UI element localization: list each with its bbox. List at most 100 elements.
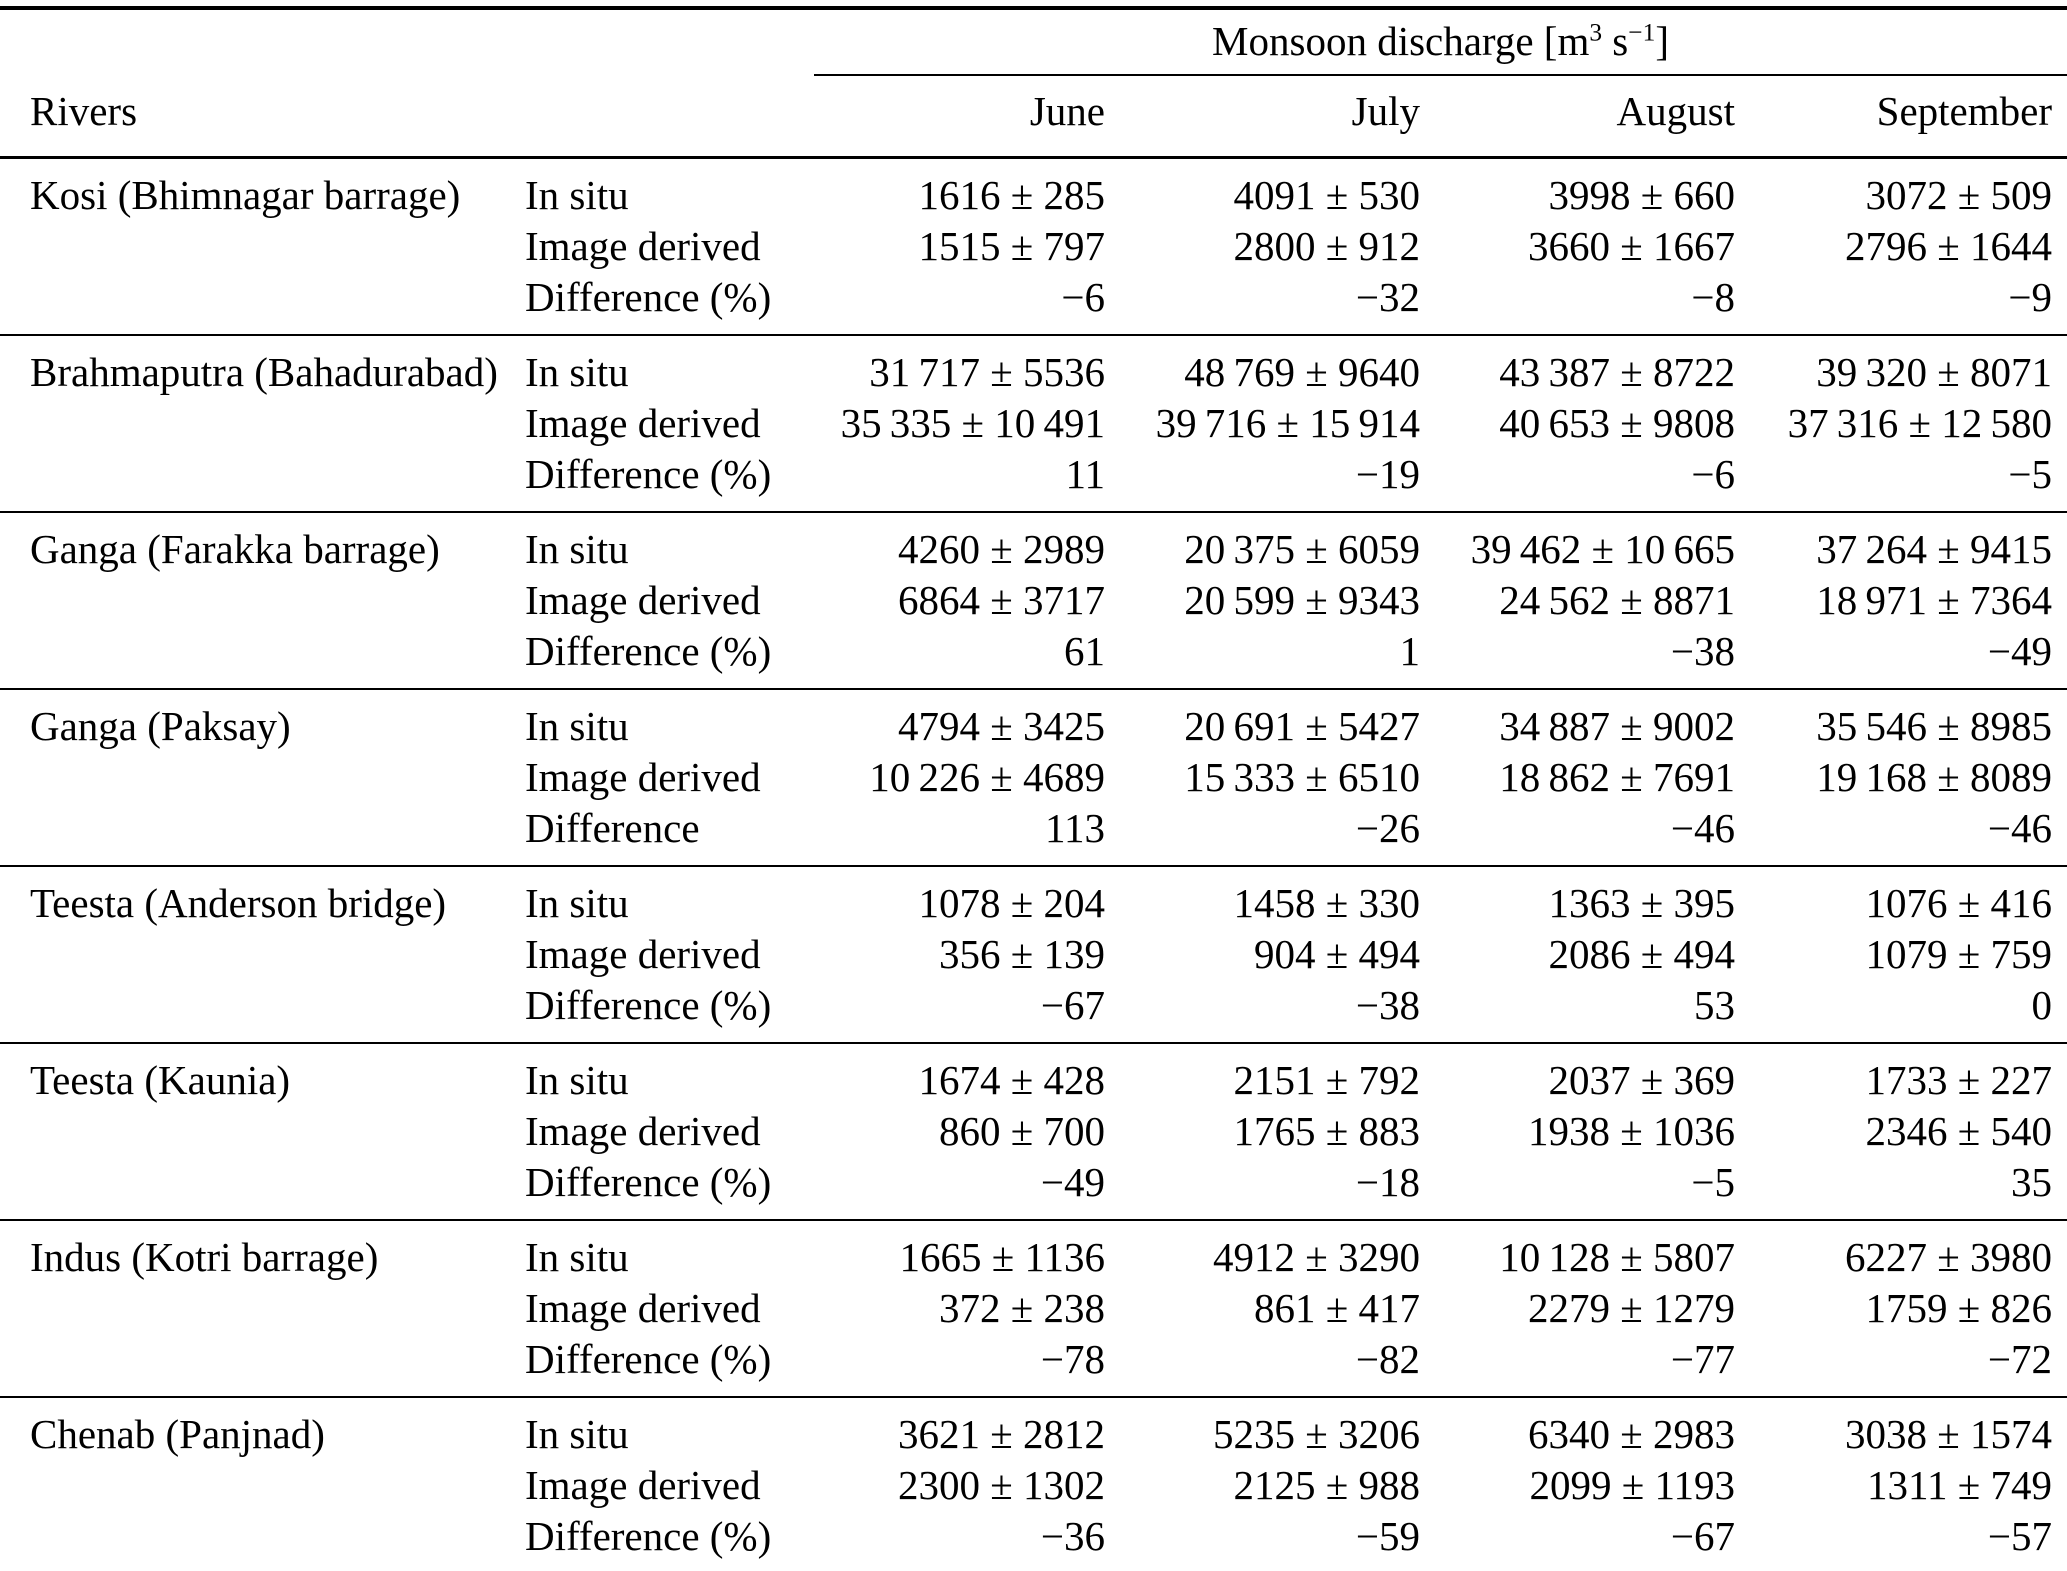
- group-header-cell: Monsoon discharge [m3 s−1]: [787, 8, 2067, 76]
- month-header-june: June: [1029, 88, 1105, 134]
- measurement-type-label: Difference (%): [525, 628, 772, 674]
- value-cell: −67: [1040, 982, 1105, 1028]
- value-cell: −57: [1987, 1513, 2052, 1559]
- value-cell: 5235 ± 3206: [1212, 1411, 1420, 1457]
- table-row: Image derived 372 ± 238 861 ± 417 2279 ± 12…: [0, 1283, 2067, 1334]
- value-cell: −77: [1670, 1336, 1735, 1382]
- value-cell: 1515 ± 797: [918, 223, 1105, 269]
- table-row: Teesta (Anderson bridge) In situ 1078 ± 20…: [0, 866, 2067, 929]
- table-row: Difference (%) −49 −18 −5 35: [0, 1157, 2067, 1220]
- value-cell: 2346 ± 540: [1865, 1108, 2052, 1154]
- table-row: Difference (%) −67 −38 53 0: [0, 980, 2067, 1043]
- river-name-empty: [0, 1283, 525, 1334]
- value-cell: −5: [1691, 1159, 1735, 1205]
- measurement-type-label: In situ: [525, 172, 629, 218]
- measurement-type-label: Image derived: [525, 1108, 761, 1154]
- value-cell: 356 ± 139: [938, 931, 1105, 977]
- value-cell: 37 316 ± 12 580: [1787, 400, 2052, 446]
- value-cell: 4912 ± 3290: [1212, 1234, 1420, 1280]
- value-cell: 904 ± 494: [1253, 931, 1420, 977]
- value-cell: 4091 ± 530: [1233, 172, 1420, 218]
- value-cell: 3998 ± 660: [1548, 172, 1735, 218]
- value-cell: −67: [1670, 1513, 1735, 1559]
- value-cell: 34 887 ± 9002: [1499, 703, 1735, 749]
- value-cell: 4794 ± 3425: [897, 703, 1105, 749]
- value-cell: 35 335 ± 10 491: [840, 400, 1105, 446]
- value-cell: 1938 ± 1036: [1527, 1108, 1735, 1154]
- value-cell: 19 168 ± 8089: [1816, 754, 2052, 800]
- measurement-type-label: Difference (%): [525, 451, 772, 497]
- river-name-empty: [0, 1334, 525, 1397]
- river-name-empty: [0, 221, 525, 272]
- river-name: Ganga (Farakka barrage): [30, 526, 440, 572]
- river-name-empty: [0, 575, 525, 626]
- value-cell: 20 375 ± 6059: [1184, 526, 1420, 572]
- value-cell: 31 717 ± 5536: [869, 349, 1105, 395]
- value-cell: 48 769 ± 9640: [1184, 349, 1420, 395]
- value-cell: 15 333 ± 6510: [1184, 754, 1420, 800]
- value-cell: 2037 ± 369: [1548, 1057, 1735, 1103]
- value-cell: −36: [1040, 1513, 1105, 1559]
- value-cell: 2800 ± 912: [1233, 223, 1420, 269]
- label-column-spacer: [525, 76, 787, 158]
- measurement-type-label: Image derived: [525, 754, 761, 800]
- value-cell: −49: [1987, 628, 2052, 674]
- river-name-empty: [0, 398, 525, 449]
- river-name: Indus (Kotri barrage): [30, 1234, 379, 1280]
- table-row: Difference (%) −36 −59 −67 −57: [0, 1511, 2067, 1571]
- table-header: Monsoon discharge [m3 s−1] Rivers June J…: [0, 8, 2067, 158]
- value-cell: 18 971 ± 7364: [1816, 577, 2052, 623]
- river-name: Chenab (Panjnad): [30, 1411, 325, 1457]
- value-cell: 20 691 ± 5427: [1184, 703, 1420, 749]
- river-name: Kosi (Bhimnagar barrage): [30, 172, 461, 218]
- measurement-type-label: Image derived: [525, 577, 761, 623]
- measurement-type-label: Difference (%): [525, 1159, 772, 1205]
- river-block: Brahmaputra (Bahadurabad) In situ 31 717 ±…: [0, 335, 2067, 512]
- value-cell: 2796 ± 1644: [1844, 223, 2052, 269]
- river-block: Indus (Kotri barrage) In situ 1665 ± 1136 4…: [0, 1220, 2067, 1397]
- value-cell: −9: [2008, 274, 2052, 320]
- table-row: Image derived 860 ± 700 1765 ± 883 1938 ± 1…: [0, 1106, 2067, 1157]
- river-name: Brahmaputra (Bahadurabad): [30, 349, 498, 395]
- measurement-type-label: Difference: [525, 805, 700, 851]
- value-cell: 6864 ± 3717: [897, 577, 1105, 623]
- river-name-empty: [0, 1106, 525, 1157]
- table-row: Chenab (Panjnad) In situ 3621 ± 2812 5235 ±…: [0, 1397, 2067, 1460]
- unit-close: ]: [1655, 18, 1669, 64]
- table-row: Difference 113 −26 −46 −46: [0, 803, 2067, 866]
- discharge-table: Monsoon discharge [m3 s−1] Rivers June J…: [0, 6, 2067, 1571]
- measurement-type-label: Image derived: [525, 931, 761, 977]
- river-name: Teesta (Kaunia): [30, 1057, 291, 1103]
- value-cell: 1079 ± 759: [1865, 931, 2052, 977]
- value-cell: 1076 ± 416: [1865, 880, 2052, 926]
- value-cell: 3072 ± 509: [1865, 172, 2052, 218]
- value-cell: 18 862 ± 7691: [1499, 754, 1735, 800]
- unit-exponent-minus1: −1: [1628, 18, 1656, 47]
- value-cell: 6227 ± 3980: [1844, 1234, 2052, 1280]
- value-cell: −5: [2008, 451, 2052, 497]
- value-cell: −38: [1670, 628, 1735, 674]
- value-cell: 3038 ± 1574: [1844, 1411, 2052, 1457]
- measurement-type-label: Difference (%): [525, 274, 772, 320]
- value-cell: 61: [1064, 628, 1105, 674]
- value-cell: −49: [1040, 1159, 1105, 1205]
- table-row: Kosi (Bhimnagar barrage) In situ 1616 ± 28…: [0, 158, 2067, 222]
- value-cell: 39 716 ± 15 914: [1155, 400, 1420, 446]
- column-header-row: Rivers June July August September: [0, 76, 2067, 158]
- value-cell: 1311 ± 749: [1867, 1462, 2052, 1508]
- table-row: Image derived 356 ± 139 904 ± 494 2086 ± 49…: [0, 929, 2067, 980]
- measurement-type-label: Difference (%): [525, 1513, 772, 1559]
- unit-open: [m: [1543, 18, 1590, 64]
- value-cell: 10 226 ± 4689: [869, 754, 1105, 800]
- value-cell: 2300 ± 1302: [897, 1462, 1105, 1508]
- value-cell: −6: [1061, 274, 1105, 320]
- measurement-type-label: Difference (%): [525, 982, 772, 1028]
- river-name: Ganga (Paksay): [30, 703, 291, 749]
- value-cell: 53: [1694, 982, 1735, 1028]
- value-cell: 1765 ± 883: [1233, 1108, 1420, 1154]
- value-cell: 43 387 ± 8722: [1499, 349, 1735, 395]
- measurement-type-label: Image derived: [525, 223, 761, 269]
- measurement-type-label: In situ: [525, 703, 629, 749]
- measurement-type-label: In situ: [525, 1234, 629, 1280]
